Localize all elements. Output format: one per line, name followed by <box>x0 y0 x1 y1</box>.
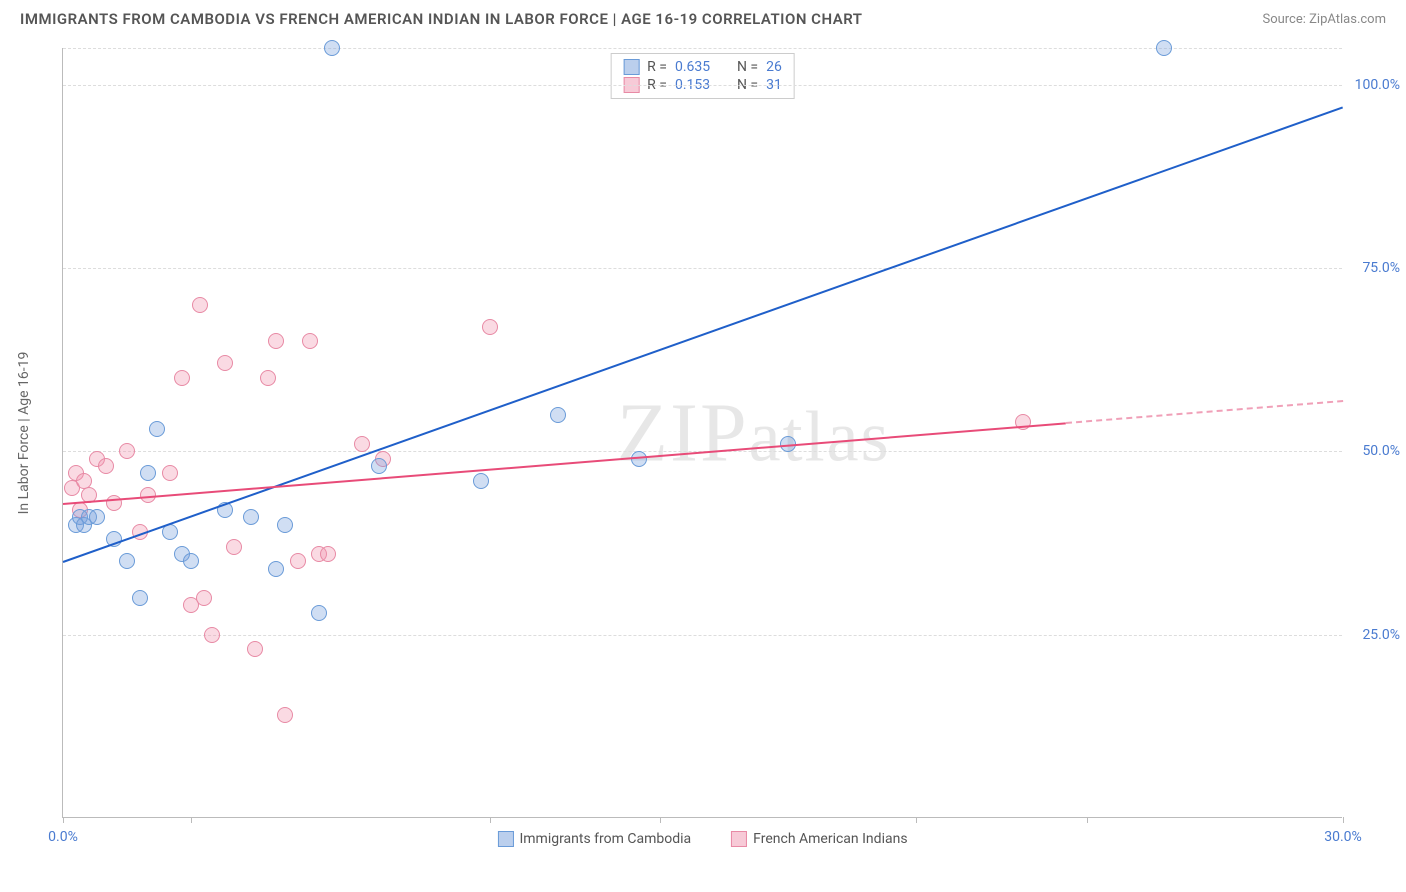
data-point <box>268 561 284 577</box>
gridline <box>63 48 1342 49</box>
data-point <box>98 458 114 474</box>
data-point <box>371 458 387 474</box>
data-point <box>119 443 135 459</box>
data-point <box>311 605 327 621</box>
gridline <box>63 85 1342 86</box>
data-point <box>550 407 566 423</box>
legend-stat-row: R = 0.635 N = 26 <box>623 58 782 76</box>
r-label: R = <box>647 59 667 75</box>
data-point <box>354 436 370 452</box>
data-point <box>192 297 208 313</box>
x-tick-label: 30.0% <box>1324 829 1362 845</box>
r-value: 0.635 <box>675 59 719 75</box>
legend-swatch <box>497 831 513 847</box>
x-tick-label: 0.0% <box>48 829 78 845</box>
source-label: Source: ZipAtlas.com <box>1262 12 1386 27</box>
y-tick-label: 25.0% <box>1348 627 1400 643</box>
data-point <box>268 333 284 349</box>
data-point <box>226 539 242 555</box>
data-point <box>277 517 293 533</box>
data-point <box>302 333 318 349</box>
trend-line <box>63 422 1066 505</box>
gridline <box>63 268 1342 269</box>
y-axis-label: In Labor Force | Age 16-19 <box>16 352 32 515</box>
x-tick <box>916 817 917 823</box>
legend-swatch <box>623 59 639 75</box>
data-point <box>89 509 105 525</box>
x-tick <box>490 817 491 823</box>
y-tick-label: 100.0% <box>1348 77 1400 93</box>
data-point <box>162 465 178 481</box>
data-point <box>320 546 336 562</box>
data-point <box>204 627 220 643</box>
x-tick <box>63 817 64 823</box>
data-point <box>217 355 233 371</box>
data-point <box>183 553 199 569</box>
legend-item: French American Indians <box>731 831 907 847</box>
legend-item: Immigrants from Cambodia <box>497 831 691 847</box>
n-label: N = <box>737 59 758 75</box>
data-point <box>324 40 340 56</box>
data-point <box>149 421 165 437</box>
data-point <box>482 319 498 335</box>
y-tick-label: 75.0% <box>1348 260 1400 276</box>
data-point <box>1156 40 1172 56</box>
x-tick <box>191 817 192 823</box>
x-tick <box>660 817 661 823</box>
data-point <box>132 590 148 606</box>
chart-title: IMMIGRANTS FROM CAMBODIA VS FRENCH AMERI… <box>20 10 863 28</box>
chart-header: IMMIGRANTS FROM CAMBODIA VS FRENCH AMERI… <box>0 0 1406 36</box>
data-point <box>140 465 156 481</box>
trend-line <box>1066 400 1343 424</box>
chart-area: In Labor Force | Age 16-19 ZIPatlas R =0… <box>62 48 1342 818</box>
x-tick <box>1343 817 1344 823</box>
legend-label: French American Indians <box>753 831 907 847</box>
legend-label: Immigrants from Cambodia <box>519 831 691 847</box>
gridline <box>63 635 1342 636</box>
n-value: 26 <box>766 59 782 75</box>
legend-swatch <box>731 831 747 847</box>
data-point <box>243 509 259 525</box>
trend-line <box>63 107 1344 564</box>
legend-stats-box: R =0.635N =26R =0.153N =31 <box>610 53 795 99</box>
data-point <box>277 707 293 723</box>
plot-region: ZIPatlas R =0.635N =26R =0.153N =31 Immi… <box>62 48 1342 818</box>
data-point <box>247 641 263 657</box>
data-point <box>119 553 135 569</box>
legend-bottom: Immigrants from Cambodia French American … <box>497 831 907 847</box>
watermark: ZIPatlas <box>617 384 891 481</box>
data-point <box>106 495 122 511</box>
x-tick <box>1087 817 1088 823</box>
data-point <box>174 370 190 386</box>
data-point <box>76 473 92 489</box>
data-point <box>473 473 489 489</box>
data-point <box>290 553 306 569</box>
y-tick-label: 50.0% <box>1348 443 1400 459</box>
data-point <box>260 370 276 386</box>
data-point <box>196 590 212 606</box>
